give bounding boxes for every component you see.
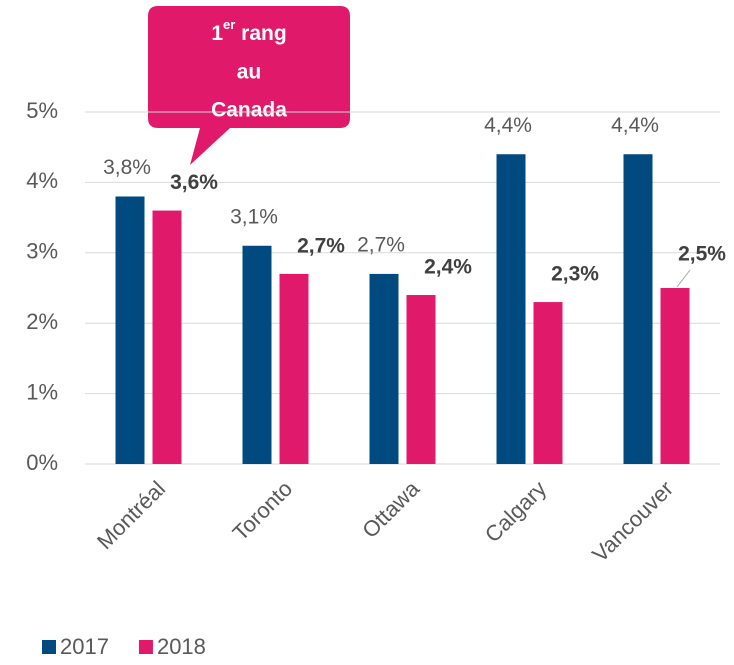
legend-label: 2018 [157, 634, 206, 659]
data-label: 3,6% [170, 171, 218, 194]
legend-swatch [138, 640, 153, 654]
bar [533, 302, 563, 464]
callout: 1er rang au Canada [148, 6, 350, 165]
data-label: 2,7% [297, 234, 345, 257]
callout-line: 1er rang [211, 17, 286, 44]
y-tick-label: 2% [26, 309, 58, 334]
legend-label: 2017 [60, 634, 109, 659]
bar [660, 288, 690, 464]
y-tick-label: 0% [26, 450, 58, 475]
bar [496, 154, 526, 465]
callout-box [148, 6, 350, 165]
data-label: 2,5% [678, 243, 726, 266]
y-tick-label: 5% [26, 98, 58, 123]
x-tick-label: Toronto [228, 476, 298, 546]
bar [152, 210, 182, 464]
bar [369, 273, 399, 464]
x-tick-label: Vancouver [587, 476, 678, 567]
x-tick-label: Ottawa [357, 475, 425, 543]
callout-suffix: er [223, 17, 235, 32]
bar [623, 154, 653, 465]
bar [279, 273, 309, 464]
x-tick-label: Montréal [92, 476, 170, 554]
y-tick-label: 4% [26, 168, 58, 193]
callout-rest: rang [235, 22, 286, 45]
y-tick-label: 1% [26, 379, 58, 404]
data-label: 4,4% [484, 114, 532, 137]
data-label: 2,4% [424, 256, 472, 279]
data-label: 3,8% [103, 156, 151, 179]
data-label: 3,1% [230, 205, 278, 228]
bar [242, 245, 272, 464]
callout-line: Canada [211, 99, 287, 122]
bar [406, 295, 436, 464]
data-label: 2,7% [357, 233, 405, 256]
data-label: 4,4% [611, 114, 659, 137]
callout-rank: 1 [211, 22, 223, 45]
bar [115, 196, 145, 465]
leader-line [676, 269, 691, 288]
legend-swatch [42, 640, 56, 654]
data-label: 2,3% [551, 263, 599, 286]
x-tick-label: Calgary [480, 476, 551, 547]
y-tick-label: 3% [26, 239, 58, 264]
callout-line: au [237, 61, 262, 84]
